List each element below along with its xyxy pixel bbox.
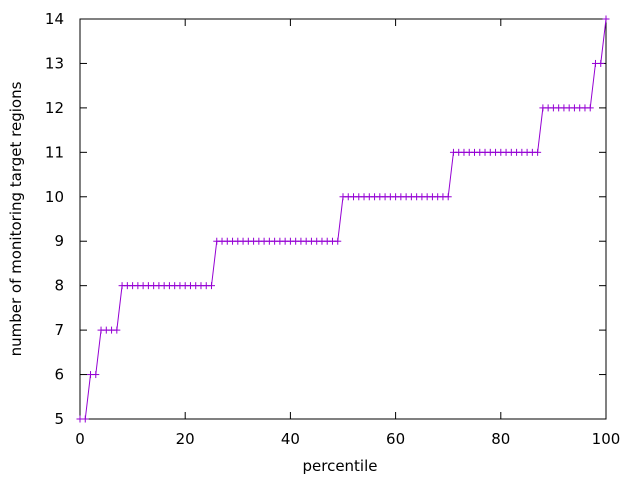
data-point [334,237,342,245]
data-point [113,326,121,334]
y-tick-label: 10 [45,188,64,206]
data-point [534,148,542,156]
y-tick-label: 12 [45,99,64,117]
y-tick-label: 8 [54,277,64,295]
x-tick-label: 80 [491,430,510,448]
data-point [597,59,605,67]
y-tick-label: 7 [54,321,64,339]
y-tick-label: 9 [54,232,64,250]
x-tick-label: 60 [386,430,405,448]
x-tick-label: 100 [592,430,621,448]
series-layer [76,15,610,423]
y-tick-label: 11 [45,143,64,161]
data-point [208,282,215,290]
x-tick-label: 0 [75,430,85,448]
y-tick-label: 14 [45,10,64,28]
data-point [81,415,89,423]
x-tick-label: 40 [281,430,300,448]
plot-frame [79,18,607,420]
series-line [80,18,607,420]
y-tick-label: 6 [54,366,64,384]
y-ticks: 5 6 7 8 9 10 11 12 13 14 [45,10,606,428]
x-tick-label: 20 [176,430,195,448]
y-tick-label: 13 [45,54,64,72]
data-point [602,15,610,23]
y-tick-label: 5 [54,410,64,428]
x-axis-title: percentile [302,457,377,475]
x-ticks: 0 20 40 60 80 100 [75,19,620,448]
y-axis-title: number of monitoring target regions [7,81,25,356]
data-point [92,371,100,379]
data-point [444,193,452,201]
data-point [586,104,594,112]
